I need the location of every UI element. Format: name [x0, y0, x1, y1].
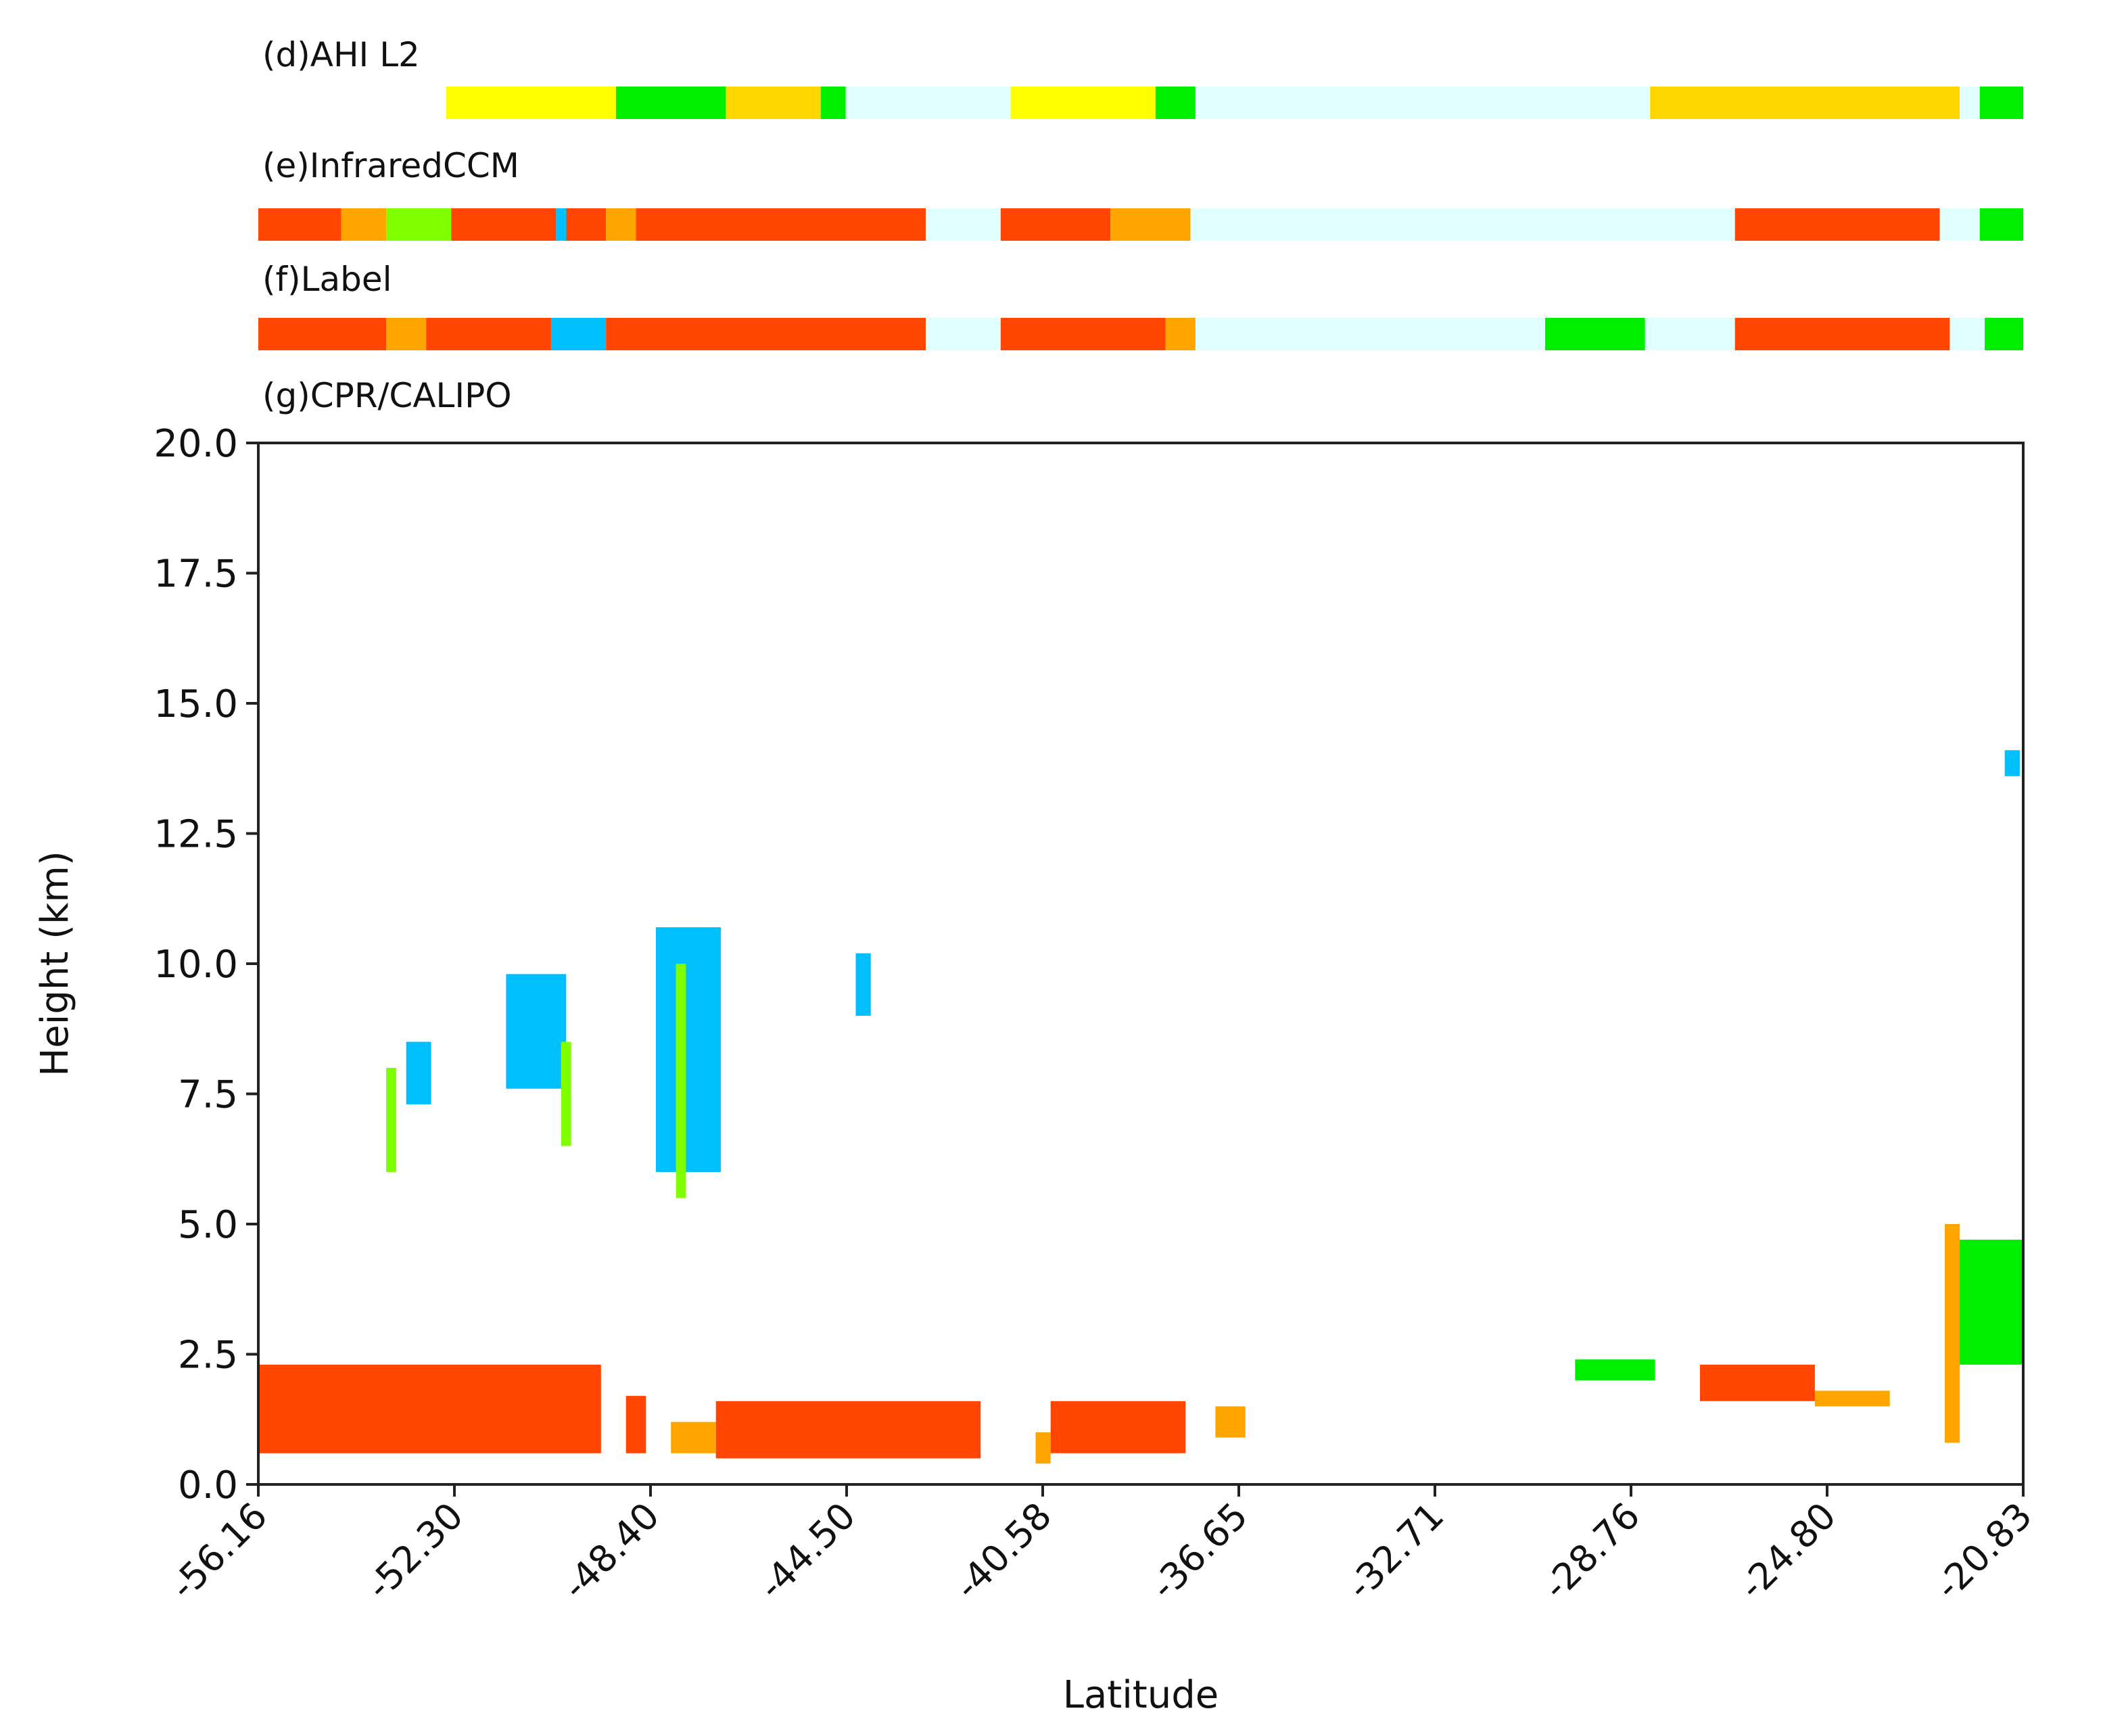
chart-title: (g)CPR/CALIPO [262, 376, 512, 415]
strip-segment [1545, 318, 1645, 350]
cloud-region-mark [1814, 1390, 1890, 1407]
strip-segment [1979, 208, 2023, 241]
strip-infrared-ccm [258, 208, 2023, 241]
y-axis: 0.0 2.5 5.0 7.5 10.0 12.5 15.0 17.5 20.0 [153, 422, 258, 1507]
x-tick-label: -48.40 [554, 1495, 668, 1608]
strip-segment [386, 318, 427, 350]
strip-segment [1000, 208, 1111, 241]
y-tick-label: 7.5 [178, 1073, 238, 1117]
cloud-region-mark [2004, 750, 2020, 776]
x-tick-label: -28.76 [1535, 1495, 1649, 1608]
strip-segment [1985, 318, 2023, 350]
cloud-region-mark [656, 927, 721, 1172]
strip-segment [1195, 87, 1651, 119]
cloud-region-mark [855, 953, 871, 1016]
strip-segment [258, 318, 387, 350]
cloud-region-mark [676, 964, 686, 1198]
y-tick-label: 17.5 [153, 553, 238, 596]
strip-segment [566, 208, 607, 241]
y-tick-label: 15.0 [153, 682, 238, 726]
cloud-region-mark [1035, 1432, 1051, 1464]
cloud-region-mark [1700, 1364, 1815, 1401]
x-tick-label: -56.16 [162, 1495, 276, 1608]
strip-segment [1010, 87, 1156, 119]
strip-segment [615, 87, 726, 119]
strip-segment [386, 208, 452, 241]
y-axis-title: Height (km) [33, 851, 77, 1077]
y-tick-label: 5.0 [178, 1203, 238, 1247]
strip-segment [1734, 208, 1940, 241]
cloud-region-mark [1050, 1401, 1186, 1453]
x-tick-label: -24.80 [1731, 1495, 1845, 1608]
strip-segment [606, 208, 636, 241]
cloud-region-mark [406, 1041, 431, 1104]
strip-segment [1190, 208, 1735, 241]
strip-segment [1650, 87, 1960, 119]
strip-segment [1939, 208, 1980, 241]
strip-segment [1950, 318, 1985, 350]
x-tick-label: -20.83 [1927, 1495, 2041, 1608]
x-axis: -56.16 -52.30 -48.40 -44.50 -40.58 -36.65 -32.… [162, 1484, 2041, 1608]
cloud-region-mark [1945, 1224, 1960, 1443]
strip-segment [1000, 318, 1166, 350]
x-tick-label: -32.71 [1339, 1495, 1452, 1608]
strip-segment [926, 318, 1001, 350]
strip-segment [1195, 318, 1545, 350]
x-tick-label: -44.50 [751, 1495, 864, 1608]
plot-frame [257, 442, 2025, 1486]
strip-ahi-l2 [446, 87, 2023, 119]
strip-segment [258, 208, 341, 241]
strip-segment [1960, 87, 1980, 119]
y-tick-label: 10.0 [153, 943, 238, 987]
strip-segment [426, 318, 551, 350]
strip-segment [1165, 318, 1196, 350]
cloud-region-mark [625, 1396, 646, 1453]
cloud-region-mark [386, 1068, 396, 1172]
strip-segment [446, 87, 616, 119]
x-axis-title: Latitude [1063, 1673, 1219, 1717]
cloud-region-mark [671, 1422, 716, 1453]
strip-title-label: (f)Label [262, 260, 392, 299]
cloud-region-mark [1575, 1359, 1655, 1380]
cloud-region-mark [258, 1364, 601, 1453]
cloud-region-mark [506, 974, 566, 1089]
strip-segment [556, 208, 567, 241]
strip-segment [926, 208, 1001, 241]
y-tick-label: 0.0 [178, 1463, 238, 1507]
strip-segment [451, 208, 557, 241]
strip-segment [341, 208, 387, 241]
strip-segment [550, 318, 607, 350]
strip-segment [845, 87, 1011, 119]
strip-segment [820, 87, 846, 119]
x-tick-label: -36.65 [1143, 1495, 1256, 1608]
strip-title-ahi-l2: (d)AHI L2 [262, 35, 420, 74]
strip-segment [1155, 87, 1196, 119]
strip-segment [606, 318, 926, 350]
strip-segment [1645, 318, 1735, 350]
x-tick-label: -52.30 [358, 1495, 472, 1608]
y-tick-label: 20.0 [153, 422, 238, 466]
x-tick-label: -40.58 [947, 1495, 1060, 1608]
strip-segment [726, 87, 821, 119]
y-tick-label: 12.5 [153, 813, 238, 857]
cloud-layer [258, 750, 2023, 1464]
y-tick-label: 2.5 [178, 1334, 238, 1378]
cloud-region-mark [715, 1401, 981, 1459]
strip-title-infrared-ccm: (e)InfraredCCM [262, 146, 519, 185]
strip-segment [1734, 318, 1950, 350]
cloud-region-mark [1950, 1240, 2023, 1365]
cloud-region-mark [561, 1041, 571, 1146]
strip-segment [636, 208, 926, 241]
strip-label [258, 318, 2023, 350]
strip-segment [1979, 87, 2023, 119]
cloud-region-mark [1215, 1406, 1246, 1438]
strip-segment [1110, 208, 1191, 241]
